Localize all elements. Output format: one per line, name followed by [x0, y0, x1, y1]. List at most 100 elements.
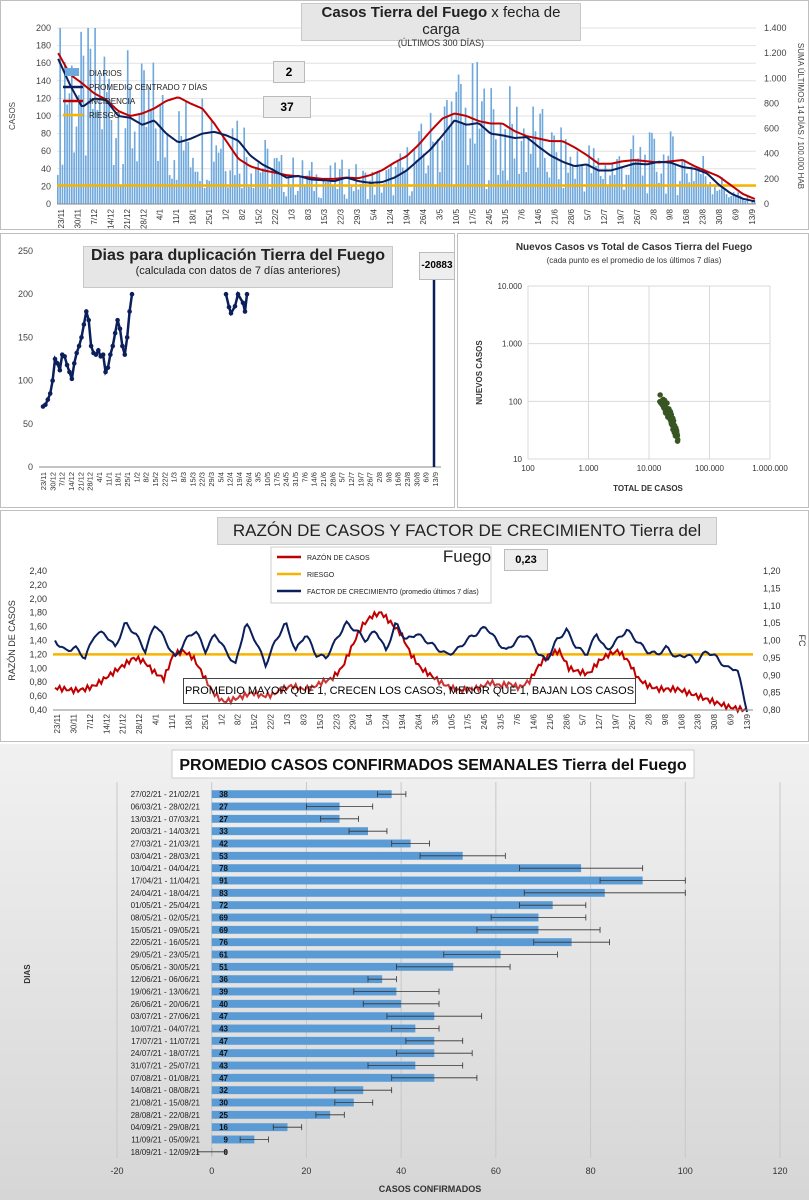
- weekly-bar: [211, 1135, 255, 1144]
- daily-bar: [371, 171, 374, 204]
- daily-bar: [655, 171, 658, 204]
- duplication-point: [76, 343, 82, 349]
- x-tick-label: 22/2: [267, 713, 276, 729]
- daily-bar: [87, 28, 89, 204]
- category-label: 05/06/21 - 30/05/21: [131, 963, 201, 972]
- x-tick-label: 21/12: [76, 472, 85, 491]
- y-tick-label: 100: [509, 397, 523, 406]
- x-tick-label: 23/8: [403, 472, 412, 487]
- panel-scatter: Nuevos Casos vs Total de Casos Tierra de…: [457, 233, 809, 508]
- daily-bar: [714, 186, 716, 204]
- chart3-subtitle: (cada punto es el promedio de los último…: [547, 256, 722, 265]
- weekly-bar: [211, 864, 582, 873]
- weekly-bar: [211, 1110, 331, 1119]
- bar-value-label: 61: [219, 951, 228, 960]
- daily-bar: [564, 139, 567, 204]
- daily-bar: [320, 198, 322, 204]
- y-tick-label: 2,00: [29, 594, 47, 604]
- x-tick-label: 5/7: [338, 472, 347, 482]
- daily-bar: [182, 150, 185, 204]
- x-tick-label: 18/1: [184, 713, 193, 729]
- scatter-point: [664, 400, 670, 406]
- y-tick-label: 100: [36, 111, 51, 121]
- daily-bar: [238, 173, 241, 204]
- x-tick-label: 9/8: [384, 472, 393, 482]
- chart-casos-diarios: 0 20 40 60 80 100 120 140 160 180 200 0 200 400 600 800…: [8, 23, 805, 229]
- x-tick-label: 12/4: [386, 208, 395, 224]
- x-tick-label: 17/5: [272, 472, 281, 487]
- daily-bar: [234, 175, 236, 204]
- daily-bar: [217, 152, 220, 204]
- x-tick-label: 28/6: [562, 713, 571, 729]
- daily-bar: [82, 55, 85, 204]
- y-tick-label: 100: [18, 376, 33, 386]
- x-tick-label: 9/8: [666, 208, 675, 220]
- daily-bar: [548, 177, 551, 204]
- daily-bar: [697, 170, 700, 204]
- x-tick-label: 14/6: [529, 713, 538, 729]
- y2-tick-label: 400: [764, 149, 779, 159]
- daily-bar: [199, 180, 201, 204]
- daily-bar: [299, 176, 301, 204]
- bar-value-label: 47: [219, 1049, 228, 1058]
- legend-label: FACTOR DE CRECIMIENTO (promedio últimos …: [307, 589, 479, 596]
- daily-bar: [725, 194, 728, 204]
- daily-bar: [648, 132, 651, 204]
- duplication-point: [57, 367, 63, 373]
- x-tick-label: 5/4: [365, 713, 374, 725]
- y-tick-label: 10: [513, 455, 522, 464]
- bar-value-label: 69: [219, 914, 228, 923]
- weekly-bar: [211, 888, 605, 897]
- x-tick-label: 60: [491, 1166, 501, 1176]
- daily-bar: [567, 172, 569, 204]
- category-label: 20/03/21 - 14/03/21: [131, 827, 201, 836]
- y-tick-label: 140: [36, 76, 51, 86]
- daily-bar: [380, 192, 383, 204]
- daily-bar: [273, 158, 276, 204]
- daily-bar: [641, 175, 644, 204]
- daily-bar: [248, 186, 250, 204]
- y-tick-label: 2,40: [29, 566, 47, 576]
- x-tick-label: 17/5: [468, 208, 477, 224]
- daily-bar: [688, 182, 691, 204]
- category-label: 24/04/21 - 18/04/21: [131, 889, 201, 898]
- category-label: 07/08/21 - 01/08/21: [131, 1074, 201, 1083]
- x-tick-label: 24/5: [485, 208, 494, 224]
- x-tick-label: 7/6: [513, 713, 522, 725]
- x-tick-label: 100: [678, 1166, 693, 1176]
- daily-bar: [63, 62, 66, 204]
- weekly-bar: [211, 999, 402, 1008]
- daily-bar: [707, 186, 709, 204]
- daily-bar: [364, 172, 367, 204]
- daily-bar: [143, 70, 145, 204]
- daily-bar: [164, 157, 166, 204]
- daily-bar: [721, 177, 723, 204]
- bar-value-label: 27: [219, 803, 228, 812]
- category-label: 06/03/21 - 28/02/21: [131, 803, 201, 812]
- y-axis-label: DIAS: [23, 964, 32, 984]
- x-tick-label: 1/2: [132, 472, 141, 482]
- x-tick-label: 12/7: [600, 208, 609, 224]
- daily-bar: [231, 128, 234, 204]
- duplication-point: [103, 369, 108, 375]
- daily-bar: [136, 161, 138, 204]
- x-tick-label: 23/11: [53, 713, 62, 733]
- chart2-title-box: Dias para duplicación Tierra del Fuego (…: [83, 246, 393, 288]
- y-tick-label: 1,40: [29, 636, 47, 646]
- x-tick-label: 23/8: [694, 713, 703, 729]
- weekly-bar: [211, 1123, 288, 1132]
- duplication-point: [100, 352, 106, 357]
- daily-bar: [131, 148, 134, 204]
- daily-bar: [336, 189, 339, 204]
- x-tick-label: 11/1: [104, 472, 113, 486]
- weekly-bar: [211, 851, 463, 860]
- x-tick-label: 7/12: [86, 713, 95, 729]
- daily-bar: [686, 173, 688, 204]
- daily-bar: [728, 197, 730, 204]
- x-tick-label: 30/12: [48, 472, 57, 491]
- daily-bar: [665, 193, 667, 204]
- duplication-point: [47, 391, 53, 396]
- daily-bar: [441, 140, 444, 204]
- daily-bar: [73, 152, 75, 204]
- daily-bar: [352, 191, 355, 204]
